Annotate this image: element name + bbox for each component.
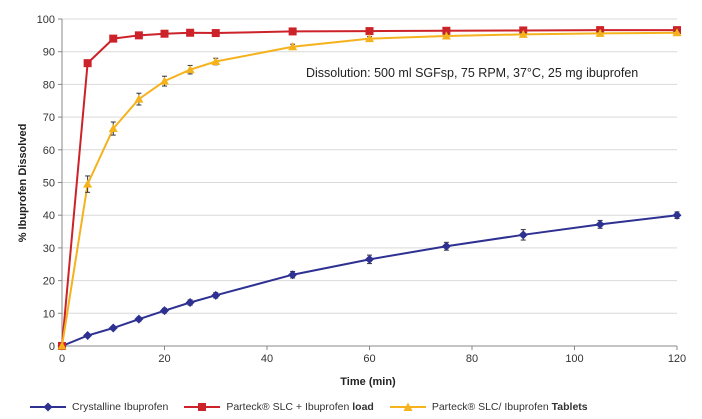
x-tick-label: 100 xyxy=(565,353,583,365)
tick-labels: 0 10 20 30 40 50 60 70 80 90 100 0 20 40 60 80 100 120 xyxy=(37,14,687,365)
data-point xyxy=(442,26,451,35)
legend-label-slc-tablets-bold: Tablets xyxy=(551,401,588,413)
data-point xyxy=(160,306,169,316)
legend-label-slc-load-bold: load xyxy=(352,401,374,413)
series-layer xyxy=(57,26,682,351)
series-0 xyxy=(57,210,682,351)
x-tick-label: 60 xyxy=(363,353,375,365)
x-tick-label: 40 xyxy=(261,353,273,365)
data-point xyxy=(365,34,374,43)
dissolution-conditions-annotation: Dissolution: 500 ml SGFsp, 75 RPM, 37°C,… xyxy=(306,66,639,80)
data-point xyxy=(365,27,374,36)
data-point xyxy=(518,29,528,38)
data-point xyxy=(83,179,93,188)
y-axis-title: % Ibuprofen Dissolved xyxy=(17,124,29,243)
x-tick-label: 80 xyxy=(466,353,478,365)
data-point xyxy=(595,219,605,229)
data-point xyxy=(134,94,144,103)
legend-item-slc-tablets: Parteck® SLC/ Ibuprofen Tablets xyxy=(388,401,588,413)
legend-swatch-slc-tablets xyxy=(389,402,426,411)
data-point xyxy=(160,76,169,85)
axes xyxy=(58,18,678,350)
data-point xyxy=(57,341,67,350)
data-point xyxy=(211,57,221,66)
y-tick-label: 80 xyxy=(43,79,55,91)
data-point xyxy=(595,28,605,37)
data-point xyxy=(441,241,451,251)
x-tick-label: 120 xyxy=(668,353,686,365)
data-point xyxy=(185,65,195,74)
data-point xyxy=(108,124,118,133)
legend-label-slc-load: Parteck® SLC + Ibuprofen xyxy=(226,401,350,413)
y-tick-label: 90 xyxy=(43,47,55,59)
legend-label-slc-tablets: Parteck® SLC/ Ibuprofen xyxy=(431,401,549,413)
data-point xyxy=(83,59,92,68)
legend-item-crystalline: Crystalline Ibuprofen xyxy=(28,401,168,413)
data-point xyxy=(288,27,297,36)
data-point xyxy=(365,254,374,264)
y-tick-label: 50 xyxy=(43,178,55,190)
y-tick-label: 70 xyxy=(43,112,55,124)
legend-swatch-slc-load xyxy=(184,403,221,411)
data-point xyxy=(160,29,169,38)
data-point xyxy=(672,210,682,220)
data-point xyxy=(134,31,143,40)
data-point xyxy=(134,314,144,324)
y-tick-label: 30 xyxy=(43,243,55,255)
y-tick-label: 60 xyxy=(43,145,55,157)
series-2 xyxy=(57,28,682,350)
legend-label-crystalline: Crystalline Ibuprofen xyxy=(72,401,169,413)
x-axis-title: Time (min) xyxy=(340,376,396,388)
legend-item-slc-load: Parteck® SLC + Ibuprofen load xyxy=(182,401,374,413)
x-tick-label: 20 xyxy=(158,353,170,365)
legend-swatch-crystalline xyxy=(30,402,66,412)
y-tick-label: 40 xyxy=(43,210,55,222)
data-point xyxy=(672,28,682,37)
data-point xyxy=(211,290,221,300)
y-tick-label: 0 xyxy=(49,341,55,353)
data-point xyxy=(109,34,118,43)
data-point xyxy=(288,42,298,51)
data-point xyxy=(83,331,93,341)
chart-legend: Crystalline Ibuprofen Parteck® SLC + Ibu… xyxy=(28,398,602,416)
data-point xyxy=(186,28,195,37)
data-point xyxy=(288,270,298,280)
data-point xyxy=(185,298,195,308)
y-tick-label: 20 xyxy=(43,276,55,288)
data-point xyxy=(211,29,220,38)
data-point xyxy=(108,323,118,333)
data-point xyxy=(518,230,528,240)
gridlines xyxy=(62,18,677,314)
y-tick-label: 100 xyxy=(37,14,55,26)
y-tick-label: 10 xyxy=(43,308,55,320)
x-tick-label: 0 xyxy=(59,353,65,365)
data-point xyxy=(441,31,451,40)
